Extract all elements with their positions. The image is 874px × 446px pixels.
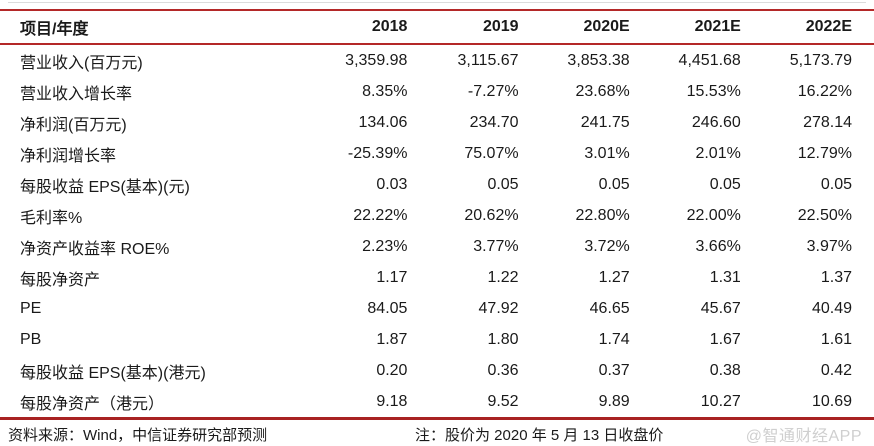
cell-value: 241.75 [580, 113, 630, 131]
cell-value: 9.52 [407, 386, 519, 420]
cell-value: 0.05 [598, 175, 630, 193]
header-col-2018: 2018 [296, 9, 408, 45]
cell-value: 47.92 [478, 299, 519, 317]
cell-value: 0.38 [709, 361, 741, 379]
cell-value: 1.27 [598, 268, 630, 286]
cell-value: 2.23% [362, 237, 408, 255]
cell-value: 1.31 [709, 268, 741, 286]
table-row-pb: PB 1.87 1.80 1.74 1.67 1.61 [0, 324, 874, 355]
row-label: 每股收益 EPS(基本)(元) [20, 178, 190, 196]
cell-value: 22.22% [353, 206, 408, 224]
table-row-bvps: 每股净资产 1.17 1.22 1.27 1.31 1.37 [0, 262, 874, 293]
cell-value: 0.42 [820, 361, 852, 379]
cell-value: 3,115.67 [457, 51, 519, 69]
cell-value: 9.89 [518, 386, 630, 420]
cell-value: 3.72% [584, 237, 630, 255]
cell-value: 84.05 [367, 299, 408, 317]
cell-value: 234.70 [469, 113, 519, 131]
cell-value: -25.39% [347, 144, 408, 162]
cell-value: 3.97% [806, 237, 852, 255]
cell-value: 0.37 [598, 361, 630, 379]
cell-value: 20.62% [464, 206, 519, 224]
table-row-revenue-growth: 营业收入增长率 8.35% -7.27% 23.68% 15.53% 16.22… [0, 76, 874, 107]
cell-value: 23.68% [575, 82, 630, 100]
cell-value: 3.77% [473, 237, 519, 255]
header-col-2020e: 2020E [518, 9, 630, 45]
cell-value: 278.14 [803, 113, 852, 131]
table-row-gross-margin: 毛利率% 22.22% 20.62% 22.80% 22.00% 22.50% [0, 200, 874, 231]
top-divider-line [8, 2, 866, 3]
cell-value: 1.61 [820, 330, 852, 348]
cell-value: 3,359.98 [345, 51, 408, 69]
table-row-net-profit: 净利润(百万元) 134.06 234.70 241.75 246.60 278… [0, 107, 874, 138]
cell-value: 1.74 [598, 330, 630, 348]
cell-value: 3,853.38 [567, 51, 630, 69]
cell-value: 0.20 [376, 361, 408, 379]
cell-value: 3.66% [695, 237, 741, 255]
cell-value: 1.17 [376, 268, 408, 286]
cell-value: 2.01% [695, 144, 741, 162]
cell-value: 1.80 [487, 330, 519, 348]
price-date-note: 注：股价为 2020 年 5 月 13 日收盘价 [415, 427, 664, 444]
cell-value: -7.27% [467, 82, 519, 100]
financial-forecast-table: 项目/年度 2018 2019 2020E 2021E 2022E 营业收入(百… [0, 9, 874, 420]
table-row-eps-cny: 每股收益 EPS(基本)(元) 0.03 0.05 0.05 0.05 0.05 [0, 169, 874, 200]
cell-value: 22.80% [575, 206, 630, 224]
row-label: 每股收益 EPS(基本)(港元) [20, 364, 206, 382]
row-label: PB [20, 330, 42, 348]
cell-value: 134.06 [358, 113, 408, 131]
cell-value: 8.35% [362, 82, 408, 100]
cell-value: 22.00% [686, 206, 741, 224]
table-row-bvps-hkd: 每股净资产（港元） 9.18 9.52 9.89 10.27 10.69 [0, 386, 874, 420]
cell-value: 22.50% [797, 206, 852, 224]
cell-value: 10.69 [740, 386, 874, 420]
cell-value: 12.79% [797, 144, 852, 162]
table-footer: 资料来源：Wind，中信证券研究部预测 注：股价为 2020 年 5 月 13 … [0, 419, 874, 446]
row-label: 净利润(百万元) [20, 116, 127, 134]
header-item-year-label: 项目/年度 [0, 9, 297, 45]
table-row-roe: 净资产收益率 ROE% 2.23% 3.77% 3.72% 3.66% 3.97… [0, 231, 874, 262]
cell-value: 1.37 [820, 268, 852, 286]
cell-value: 9.18 [296, 386, 408, 420]
cell-value: 1.87 [376, 330, 408, 348]
cell-value: 0.05 [487, 175, 519, 193]
cell-value: 4,451.68 [678, 51, 741, 69]
cell-value: 246.60 [691, 113, 741, 131]
table-header-row: 项目/年度 2018 2019 2020E 2021E 2022E [0, 9, 874, 45]
cell-value: 0.05 [709, 175, 741, 193]
cell-value: 40.49 [811, 299, 852, 317]
cell-value: 16.22% [797, 82, 852, 100]
table-row-revenue: 营业收入(百万元) 3,359.98 3,115.67 3,853.38 4,4… [0, 44, 874, 76]
row-label: 净资产收益率 ROE% [20, 240, 170, 258]
row-label: 毛利率% [20, 209, 83, 227]
cell-value: 5,173.79 [789, 51, 852, 69]
cell-value: 1.22 [487, 268, 519, 286]
table-row-pe: PE 84.05 47.92 46.65 45.67 40.49 [0, 293, 874, 324]
header-col-2021e: 2021E [629, 9, 741, 45]
cell-value: 0.36 [487, 361, 519, 379]
row-label: 营业收入增长率 [20, 85, 133, 103]
row-label: 每股净资产（港元） [0, 386, 297, 420]
data-source-note: 资料来源：Wind，中信证券研究部预测 [8, 427, 268, 444]
row-label: 每股净资产 [20, 271, 101, 289]
cell-value: 0.05 [820, 175, 852, 193]
cell-value: 1.67 [709, 330, 741, 348]
table-row-net-profit-growth: 净利润增长率 -25.39% 75.07% 3.01% 2.01% 12.79% [0, 138, 874, 169]
row-label: 营业收入(百万元) [20, 54, 143, 72]
row-label: PE [20, 299, 42, 317]
cell-value: 10.27 [629, 386, 741, 420]
cell-value: 0.03 [376, 175, 408, 193]
cell-value: 45.67 [700, 299, 741, 317]
watermark-zhitong-caijing: @智通财经APP [745, 428, 862, 445]
header-col-2022e: 2022E [740, 9, 874, 45]
table-row-eps-hkd: 每股收益 EPS(基本)(港元) 0.20 0.36 0.37 0.38 0.4… [0, 355, 874, 386]
cell-value: 46.65 [589, 299, 630, 317]
header-col-2019: 2019 [407, 9, 519, 45]
cell-value: 3.01% [584, 144, 630, 162]
cell-value: 75.07% [464, 144, 519, 162]
cell-value: 15.53% [686, 82, 741, 100]
row-label: 净利润增长率 [20, 147, 117, 165]
